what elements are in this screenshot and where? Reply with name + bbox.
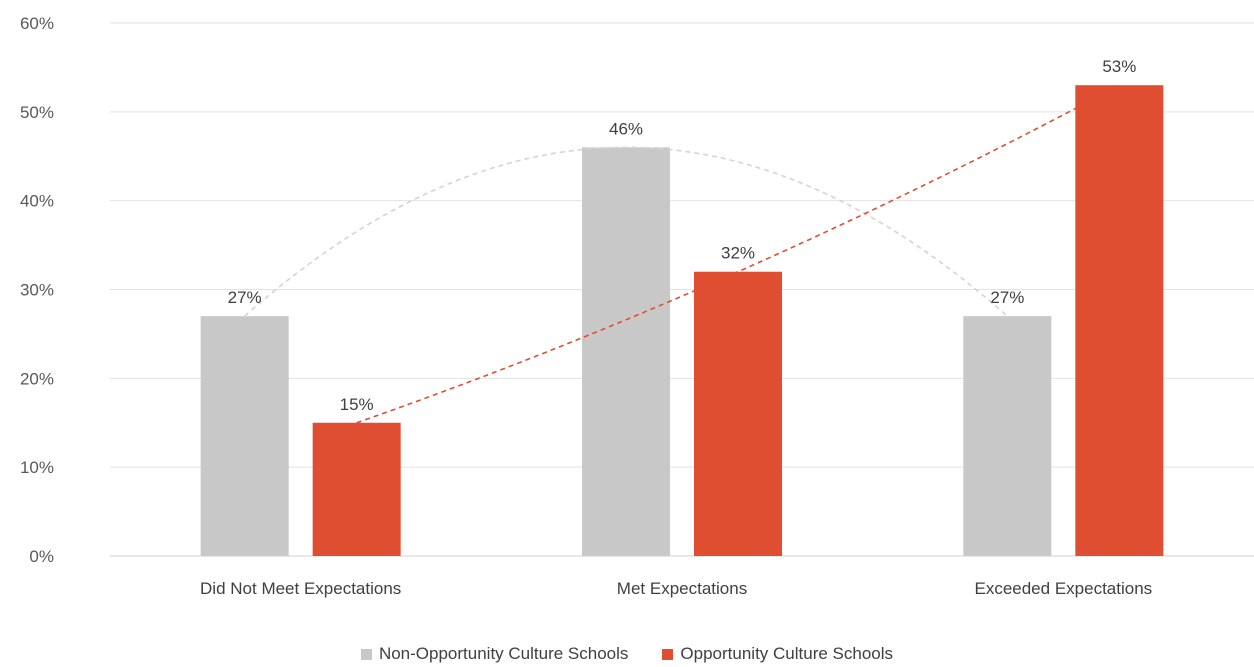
data-label: 32%: [721, 244, 755, 263]
x-tick-label: Did Not Meet Expectations: [200, 579, 401, 598]
data-label: 46%: [609, 119, 643, 138]
legend-swatch-non-opportunity: [360, 648, 372, 660]
bar: [200, 316, 289, 556]
trendlines: [244, 84, 1120, 424]
data-labels: 27% 15% 46% 32% 27% 53%: [228, 57, 1137, 414]
y-tick-label: 60%: [20, 14, 54, 33]
bars: [200, 85, 1164, 556]
y-tick-label: 30%: [20, 281, 54, 300]
bar: [582, 147, 670, 556]
gridlines: [110, 22, 1254, 557]
x-axis: Did Not Meet Expectations Met Expectation…: [200, 579, 1152, 598]
data-label: 15%: [340, 395, 374, 414]
trendline: [244, 146, 1008, 317]
legend-label-non-opportunity: Non-Opportunity Culture Schools: [378, 644, 629, 663]
x-tick-label: Exceeded Expectations: [974, 579, 1152, 598]
data-label: 27%: [228, 288, 262, 307]
bar: [1075, 85, 1164, 556]
data-label: 27%: [990, 288, 1024, 307]
legend-item-opportunity: Opportunity Culture Schools: [662, 644, 893, 664]
bar: [694, 271, 782, 556]
trendline: [356, 84, 1120, 424]
x-tick-label: Met Expectations: [617, 579, 747, 598]
bar: [312, 422, 401, 556]
y-tick-label: 10%: [20, 458, 54, 477]
data-label: 53%: [1102, 57, 1136, 76]
legend-item-non-opportunity: Non-Opportunity Culture Schools: [360, 644, 629, 664]
y-tick-label: 40%: [20, 192, 54, 211]
legend: Non-Opportunity Culture Schools Opportun…: [0, 644, 1254, 664]
y-axis: 0% 10% 20% 30% 40% 50% 60%: [20, 14, 54, 566]
bar-chart: 0%10%20%30%40%50%60% 27%15%46%32%27%53% …: [20, 14, 1254, 598]
bar: [963, 316, 1052, 556]
y-tick-label: 0%: [29, 547, 54, 566]
y-tick-label: 50%: [20, 103, 54, 122]
legend-swatch-opportunity: [662, 648, 674, 660]
y-tick-label: 20%: [20, 369, 54, 388]
legend-label-opportunity: Opportunity Culture Schools: [680, 644, 894, 663]
